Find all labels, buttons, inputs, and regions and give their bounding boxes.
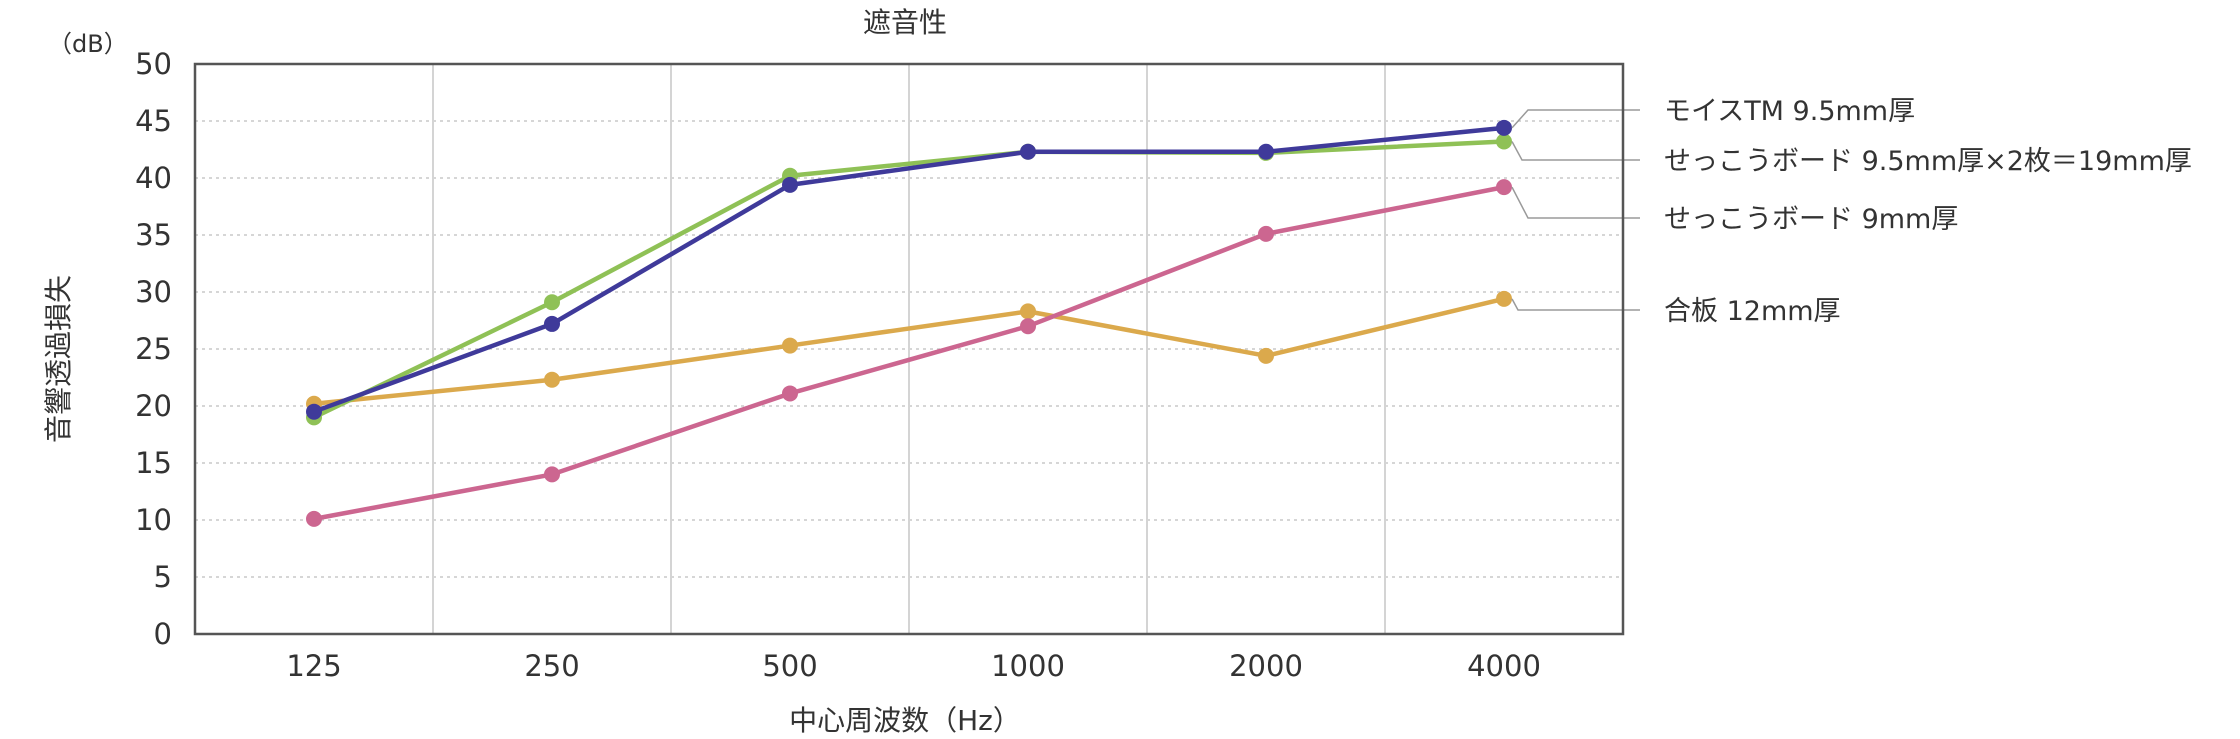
series-lines xyxy=(306,119,1512,527)
y-axis-title: 音響透過損失 xyxy=(42,275,75,443)
x-tick-label: 250 xyxy=(524,649,579,683)
y-tick-label: 20 xyxy=(135,389,172,423)
series-line-3 xyxy=(313,296,1505,406)
y-tick-label: 0 xyxy=(154,617,172,651)
series-point-0 xyxy=(544,315,560,332)
series-point-2 xyxy=(782,385,798,402)
series-point-2 xyxy=(1496,179,1512,196)
series-line-2 xyxy=(313,184,1505,522)
legend-label-3: 合板 12mm厚 xyxy=(1664,296,1841,327)
series-point-3 xyxy=(1258,347,1274,364)
legend-leader-line xyxy=(1511,298,1640,311)
x-tick-labels: 125 250 500 1000 2000 4000 xyxy=(286,649,1541,683)
y-tick-label: 30 xyxy=(135,275,172,309)
series-line-0 xyxy=(313,125,1505,414)
series-point-3 xyxy=(544,371,560,388)
x-tick-label: 1000 xyxy=(991,649,1065,683)
y-tick-label: 40 xyxy=(135,161,172,195)
y-tick-label: 50 xyxy=(135,47,172,81)
series-point-3 xyxy=(782,337,798,354)
y-tick-label: 5 xyxy=(154,560,172,594)
series-point-1 xyxy=(1496,133,1512,150)
series-point-2 xyxy=(544,466,560,483)
series-point-0 xyxy=(1496,119,1512,136)
grid xyxy=(195,64,1623,634)
y-tick-label: 15 xyxy=(135,446,172,480)
chart-title: 遮音性 xyxy=(863,6,947,39)
y-tick-label: 45 xyxy=(135,104,172,138)
series-point-0 xyxy=(306,403,322,420)
y-tick-label: 25 xyxy=(135,332,172,366)
x-tick-label: 4000 xyxy=(1467,649,1541,683)
series-point-0 xyxy=(1020,143,1036,160)
y-tick-label: 35 xyxy=(135,218,172,252)
y-tick-labels: 0 5 10 15 20 25 30 35 40 45 50 xyxy=(135,47,172,651)
series-point-3 xyxy=(1496,290,1512,307)
series-point-3 xyxy=(1020,303,1036,320)
legend-label-0: モイスTM 9.5mm厚 xyxy=(1664,96,1915,127)
legend-label-2: せっこうボード 9mm厚 xyxy=(1664,204,1958,235)
plot-frame xyxy=(193,62,1625,636)
series-point-1 xyxy=(544,294,560,311)
series-point-2 xyxy=(1020,318,1036,335)
legend-leader-line xyxy=(1511,109,1640,129)
series-point-0 xyxy=(1258,143,1274,160)
series-point-2 xyxy=(306,510,322,527)
x-tick-label: 500 xyxy=(762,649,817,683)
legend-leader-line xyxy=(1511,141,1640,161)
x-tick-label: 2000 xyxy=(1229,649,1303,683)
legend-label-1: せっこうボード 9.5mm厚×2枚＝19mm厚 xyxy=(1664,146,2192,177)
series-point-2 xyxy=(1258,225,1274,242)
legend-leader-line xyxy=(1511,186,1640,219)
series-point-0 xyxy=(782,176,798,193)
y-unit-label: （dB） xyxy=(48,30,128,58)
y-tick-label: 10 xyxy=(135,503,172,537)
series-line-1 xyxy=(313,139,1505,420)
x-tick-label: 125 xyxy=(286,649,341,683)
x-axis-title: 中心周波数（Hz） xyxy=(789,704,1021,737)
